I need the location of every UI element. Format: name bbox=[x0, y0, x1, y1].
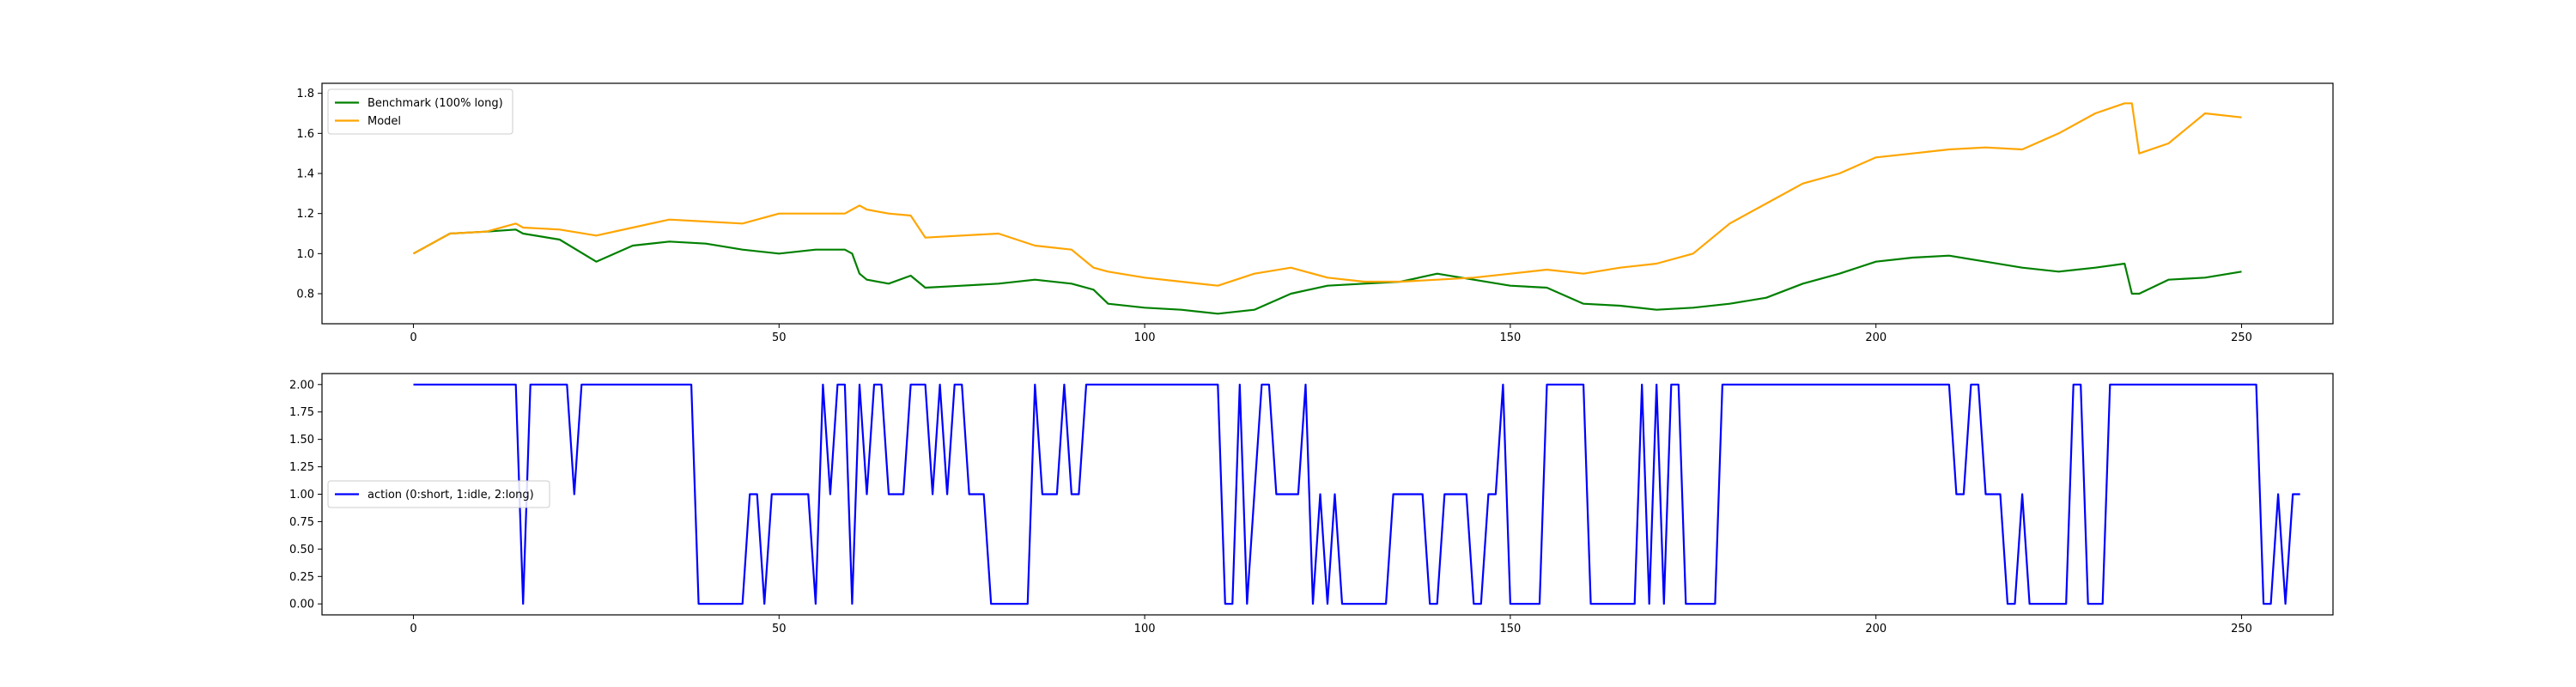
legend-box bbox=[327, 88, 513, 135]
y-tick-label: 1.8 bbox=[296, 88, 314, 100]
x-tick-label: 100 bbox=[1134, 623, 1156, 635]
x-tick-label: 200 bbox=[1865, 331, 1886, 344]
series-line-model bbox=[412, 102, 2242, 287]
x-tick-label: 100 bbox=[1134, 331, 1156, 344]
x-tick-label: 50 bbox=[772, 623, 787, 635]
legend-label: action (0:short, 1:idle, 2:long) bbox=[368, 489, 534, 502]
y-tick-label: 0.8 bbox=[296, 289, 314, 301]
benchmark-vs-model-panel: 0 50 100 150 200 250 0.8 1.0 1.2 1.4 1.6 1.8 Benchma… bbox=[296, 82, 2334, 344]
y-tick-label: 0.50 bbox=[289, 544, 314, 556]
y-tick-label: 1.50 bbox=[289, 434, 314, 447]
y-tick-label: 1.75 bbox=[289, 406, 314, 419]
axes-frame bbox=[321, 82, 2334, 325]
x-tick-label: 250 bbox=[2231, 623, 2252, 635]
y-tick-label: 2.00 bbox=[289, 379, 314, 392]
x-tick-label: 150 bbox=[1499, 623, 1521, 635]
y-tick-label: 1.0 bbox=[296, 248, 314, 261]
y-tick-label: 1.6 bbox=[296, 128, 314, 141]
y-tick-label: 1.25 bbox=[289, 461, 314, 474]
legend-label: Model bbox=[368, 115, 401, 128]
y-tick-label: 1.4 bbox=[296, 168, 314, 181]
x-tick-label: 50 bbox=[772, 331, 787, 344]
x-tick-label: 0 bbox=[410, 331, 416, 344]
x-tick-label: 200 bbox=[1865, 623, 1886, 635]
legend-label: Benchmark (100% long) bbox=[368, 97, 503, 110]
series-line-benchmark-100-long bbox=[412, 228, 2242, 315]
legend-box bbox=[327, 480, 550, 508]
y-tick-label: 0.25 bbox=[289, 571, 314, 584]
y-tick-label: 1.00 bbox=[289, 489, 314, 502]
x-tick-label: 250 bbox=[2231, 331, 2252, 344]
y-tick-label: 0.00 bbox=[289, 599, 314, 611]
x-tick-label: 150 bbox=[1499, 331, 1521, 344]
action-panel: 0 50 100 150 200 250 0.00 0.25 0.50 0.75 1.00 1.25 1… bbox=[289, 373, 2334, 635]
y-tick-label: 1.2 bbox=[296, 208, 314, 221]
series-line-action-0-short-1-idle-2-long bbox=[413, 383, 2300, 605]
y-tick-label: 0.75 bbox=[289, 516, 314, 529]
axes-frame bbox=[321, 373, 2334, 616]
x-tick-label: 0 bbox=[410, 623, 416, 635]
